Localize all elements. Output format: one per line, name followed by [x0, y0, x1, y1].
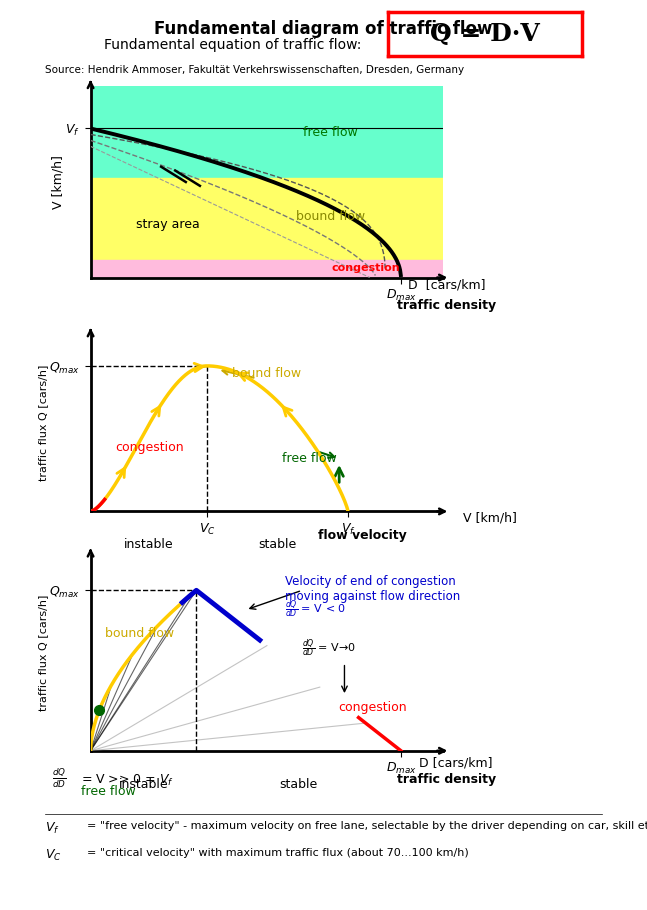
Text: D [cars/km]: D [cars/km]	[419, 756, 493, 769]
Text: bound flow: bound flow	[232, 367, 302, 379]
Y-axis label: traffic flux Q [cars/h]: traffic flux Q [cars/h]	[38, 365, 48, 480]
Text: $\frac{dQ}{dD}$ = V→0: $\frac{dQ}{dD}$ = V→0	[302, 638, 356, 660]
Text: stable: stable	[280, 778, 318, 791]
Text: congestion: congestion	[338, 702, 407, 714]
Text: congestion: congestion	[331, 263, 400, 273]
Text: instable: instable	[118, 778, 168, 791]
Text: free flow: free flow	[303, 126, 358, 139]
Text: = "free velocity" - maximum velocity on free lane, selectable by the driver depe: = "free velocity" - maximum velocity on …	[87, 821, 647, 831]
Text: Fundamental diagram of traffic flow: Fundamental diagram of traffic flow	[155, 20, 492, 38]
Y-axis label: traffic flux Q [cars/h]: traffic flux Q [cars/h]	[38, 595, 48, 711]
Text: $\frac{dQ}{dD}$ = V < 0: $\frac{dQ}{dD}$ = V < 0	[285, 599, 345, 621]
Text: free flow: free flow	[81, 785, 136, 798]
Text: Source: Hendrik Ammoser, Fakultät Verkehrswissenschaften, Dresden, Germany: Source: Hendrik Ammoser, Fakultät Verkeh…	[45, 65, 465, 75]
Text: Fundamental equation of traffic flow:: Fundamental equation of traffic flow:	[104, 38, 362, 52]
Text: bound flow: bound flow	[105, 627, 175, 640]
Bar	[91, 85, 443, 178]
Y-axis label: V [km/h]: V [km/h]	[51, 155, 64, 209]
Text: $\frac{dQ}{dD}$: $\frac{dQ}{dD}$	[52, 767, 66, 791]
Text: flow velocity: flow velocity	[318, 529, 407, 541]
Text: = V >> 0 = $V_f$: = V >> 0 = $V_f$	[81, 773, 174, 788]
Text: $V_C$: $V_C$	[45, 848, 62, 864]
Bar	[91, 178, 443, 260]
Text: stable: stable	[258, 538, 296, 551]
Text: Q = D·V: Q = D·V	[430, 22, 540, 46]
Bar	[91, 260, 443, 278]
Text: bound flow: bound flow	[296, 210, 365, 223]
Text: = "critical velocity" with maximum traffic flux (about 70...100 km/h): = "critical velocity" with maximum traff…	[87, 848, 469, 858]
Text: D  [cars/km]: D [cars/km]	[408, 278, 485, 292]
Text: Velocity of end of congestion
moving against flow direction: Velocity of end of congestion moving aga…	[285, 575, 460, 602]
Text: $V_f$: $V_f$	[45, 821, 60, 836]
Text: free flow: free flow	[282, 451, 336, 465]
Text: V [km/h]: V [km/h]	[463, 511, 516, 525]
Text: traffic density: traffic density	[397, 299, 496, 312]
Text: traffic density: traffic density	[397, 773, 496, 785]
Text: stray area: stray area	[137, 217, 200, 230]
Text: congestion: congestion	[115, 441, 184, 454]
Text: instable: instable	[124, 538, 173, 551]
